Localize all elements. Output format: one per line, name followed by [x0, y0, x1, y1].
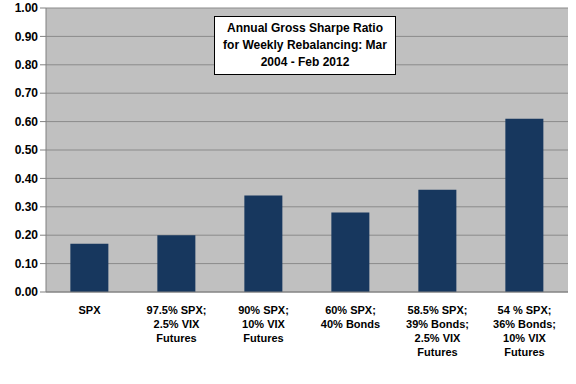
svg-text:58.5% SPX;39% Bonds;2.5% VIXFu: 58.5% SPX;39% Bonds;2.5% VIXFutures	[406, 304, 469, 358]
svg-text:1.00: 1.00	[15, 1, 39, 15]
svg-text:97.5% SPX;2.5% VIXFutures: 97.5% SPX;2.5% VIXFutures	[147, 304, 207, 344]
svg-text:0.60: 0.60	[15, 115, 39, 129]
svg-text:0.90: 0.90	[15, 30, 39, 44]
svg-text:0.80: 0.80	[15, 58, 39, 72]
svg-text:0.70: 0.70	[15, 86, 39, 100]
svg-text:0.00: 0.00	[15, 285, 39, 299]
svg-text:54 % SPX;36% Bonds;10% VIXFutu: 54 % SPX;36% Bonds;10% VIXFutures	[493, 304, 556, 358]
html-text:Annual Gross Sharpe Ratio for: Annual Gross Sharpe Ratio for Weekly Reb…	[223, 21, 387, 69]
svg-text:0.20: 0.20	[15, 228, 39, 242]
svg-text:90% SPX;10% VIXFutures: 90% SPX;10% VIXFutures	[238, 304, 289, 344]
svg-text:0.10: 0.10	[15, 257, 39, 271]
svg-text:60% SPX;40% Bonds: 60% SPX;40% Bonds	[321, 304, 380, 330]
svg-text:0.30: 0.30	[15, 200, 39, 214]
svg-text:0.50: 0.50	[15, 143, 39, 157]
svg-text:SPX: SPX	[78, 304, 101, 316]
svg-text:0.40: 0.40	[15, 172, 39, 186]
